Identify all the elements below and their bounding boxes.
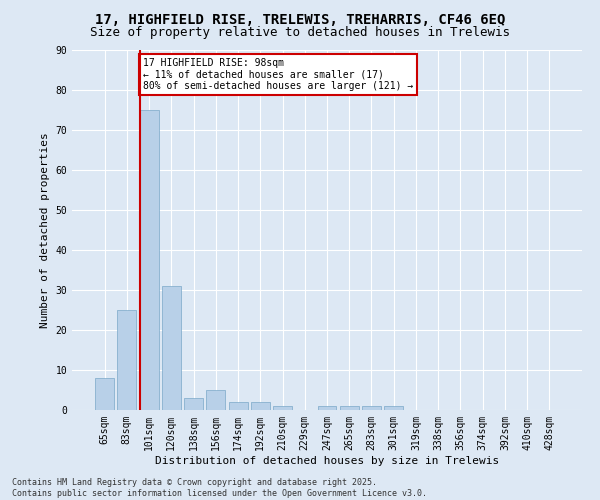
Bar [384, 406, 403, 410]
Bar [140, 110, 158, 410]
Bar [317, 406, 337, 410]
Bar [95, 378, 114, 410]
Bar [162, 286, 181, 410]
Bar [184, 398, 203, 410]
Bar [340, 406, 359, 410]
Bar [362, 406, 381, 410]
Text: Size of property relative to detached houses in Trelewis: Size of property relative to detached ho… [90, 26, 510, 39]
Bar [229, 402, 248, 410]
Bar [273, 406, 292, 410]
Text: Contains HM Land Registry data © Crown copyright and database right 2025.
Contai: Contains HM Land Registry data © Crown c… [12, 478, 427, 498]
Text: 17 HIGHFIELD RISE: 98sqm
← 11% of detached houses are smaller (17)
80% of semi-d: 17 HIGHFIELD RISE: 98sqm ← 11% of detach… [143, 58, 413, 91]
X-axis label: Distribution of detached houses by size in Trelewis: Distribution of detached houses by size … [155, 456, 499, 466]
Y-axis label: Number of detached properties: Number of detached properties [40, 132, 50, 328]
Text: 17, HIGHFIELD RISE, TRELEWIS, TREHARRIS, CF46 6EQ: 17, HIGHFIELD RISE, TRELEWIS, TREHARRIS,… [95, 12, 505, 26]
Bar [251, 402, 270, 410]
Bar [118, 310, 136, 410]
Bar [206, 390, 225, 410]
